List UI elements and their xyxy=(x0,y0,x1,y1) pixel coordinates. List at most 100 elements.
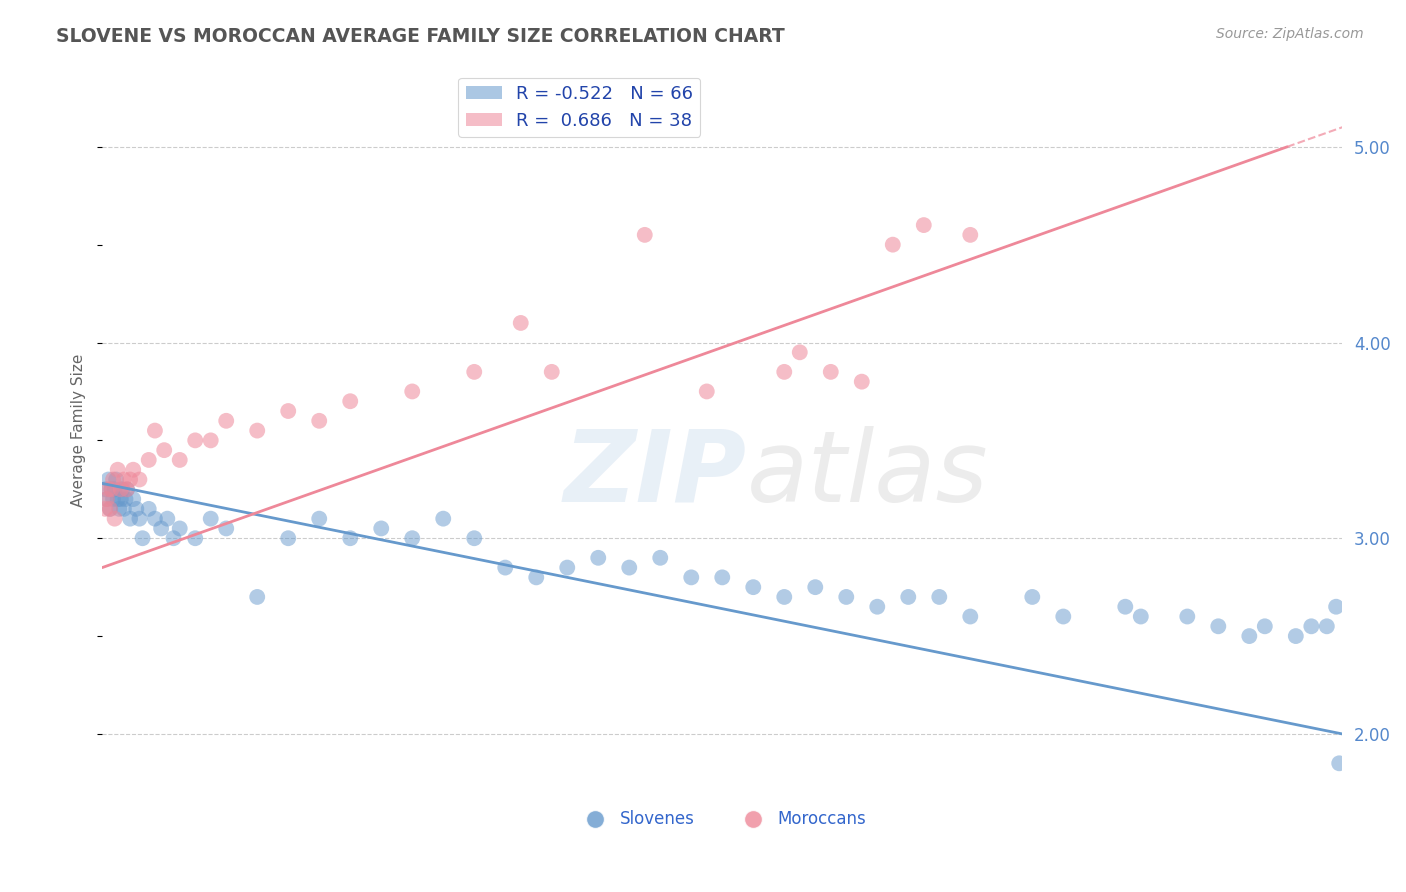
Y-axis label: Average Family Size: Average Family Size xyxy=(72,354,86,508)
Point xyxy=(128,511,150,525)
Point xyxy=(1114,599,1136,614)
Point xyxy=(100,483,122,497)
Point xyxy=(650,550,672,565)
Point xyxy=(184,434,207,448)
Point xyxy=(1208,619,1230,633)
Point xyxy=(162,531,184,545)
Point xyxy=(339,531,361,545)
Text: ZIP: ZIP xyxy=(564,425,747,523)
Point xyxy=(851,375,873,389)
Point xyxy=(959,609,981,624)
Point xyxy=(555,560,578,574)
Point xyxy=(200,434,222,448)
Point xyxy=(96,492,118,507)
Point xyxy=(540,365,562,379)
Point xyxy=(866,599,889,614)
Point xyxy=(98,501,121,516)
Point xyxy=(463,365,485,379)
Point xyxy=(1129,609,1152,624)
Point xyxy=(104,483,127,497)
Point xyxy=(153,443,176,458)
Point xyxy=(401,384,423,399)
Point xyxy=(169,521,191,535)
Point xyxy=(928,590,950,604)
Point xyxy=(115,483,138,497)
Point xyxy=(125,501,148,516)
Point xyxy=(246,590,269,604)
Point xyxy=(1316,619,1339,633)
Point xyxy=(432,511,454,525)
Point xyxy=(169,453,191,467)
Point xyxy=(463,531,485,545)
Point xyxy=(120,511,142,525)
Point xyxy=(115,483,138,497)
Point xyxy=(370,521,392,535)
Point xyxy=(1324,599,1347,614)
Text: Source: ZipAtlas.com: Source: ZipAtlas.com xyxy=(1216,27,1364,41)
Point xyxy=(959,227,981,242)
Point xyxy=(131,531,153,545)
Point xyxy=(804,580,827,594)
Text: SLOVENE VS MOROCCAN AVERAGE FAMILY SIZE CORRELATION CHART: SLOVENE VS MOROCCAN AVERAGE FAMILY SIZE … xyxy=(56,27,785,45)
Point xyxy=(111,483,134,497)
Point xyxy=(681,570,703,584)
Point xyxy=(1285,629,1308,643)
Point xyxy=(1175,609,1198,624)
Point xyxy=(200,511,222,525)
Point xyxy=(524,570,547,584)
Point xyxy=(138,501,160,516)
Point xyxy=(138,453,160,467)
Point xyxy=(112,473,135,487)
Point xyxy=(143,511,166,525)
Point xyxy=(897,590,920,604)
Point xyxy=(98,501,121,516)
Point xyxy=(101,473,124,487)
Point xyxy=(215,521,238,535)
Point xyxy=(742,580,765,594)
Point xyxy=(773,590,796,604)
Point xyxy=(773,365,796,379)
Point xyxy=(101,492,124,507)
Legend: Slovenes, Moroccans: Slovenes, Moroccans xyxy=(571,804,873,835)
Point xyxy=(634,227,657,242)
Point xyxy=(277,404,299,418)
Point xyxy=(94,483,117,497)
Point xyxy=(1021,590,1043,604)
Point xyxy=(107,492,129,507)
Point xyxy=(104,511,127,525)
Point xyxy=(156,511,179,525)
Point xyxy=(110,483,132,497)
Point xyxy=(308,414,330,428)
Point xyxy=(215,414,238,428)
Point xyxy=(696,384,718,399)
Text: atlas: atlas xyxy=(747,425,988,523)
Point xyxy=(122,463,145,477)
Point xyxy=(1254,619,1277,633)
Point xyxy=(1301,619,1323,633)
Point xyxy=(882,237,904,252)
Point xyxy=(1052,609,1074,624)
Point xyxy=(509,316,531,330)
Point xyxy=(619,560,641,574)
Point xyxy=(339,394,361,409)
Point xyxy=(246,424,269,438)
Point xyxy=(112,501,135,516)
Point xyxy=(1329,756,1351,771)
Point xyxy=(97,483,120,497)
Point xyxy=(308,511,330,525)
Point xyxy=(120,473,142,487)
Point xyxy=(128,473,150,487)
Point xyxy=(588,550,610,565)
Point xyxy=(150,521,173,535)
Point xyxy=(97,473,120,487)
Point xyxy=(110,492,132,507)
Point xyxy=(107,463,129,477)
Point xyxy=(143,424,166,438)
Point xyxy=(494,560,516,574)
Point xyxy=(820,365,842,379)
Point xyxy=(114,492,136,507)
Point xyxy=(789,345,811,359)
Point xyxy=(711,570,734,584)
Point xyxy=(1239,629,1261,643)
Point xyxy=(96,492,118,507)
